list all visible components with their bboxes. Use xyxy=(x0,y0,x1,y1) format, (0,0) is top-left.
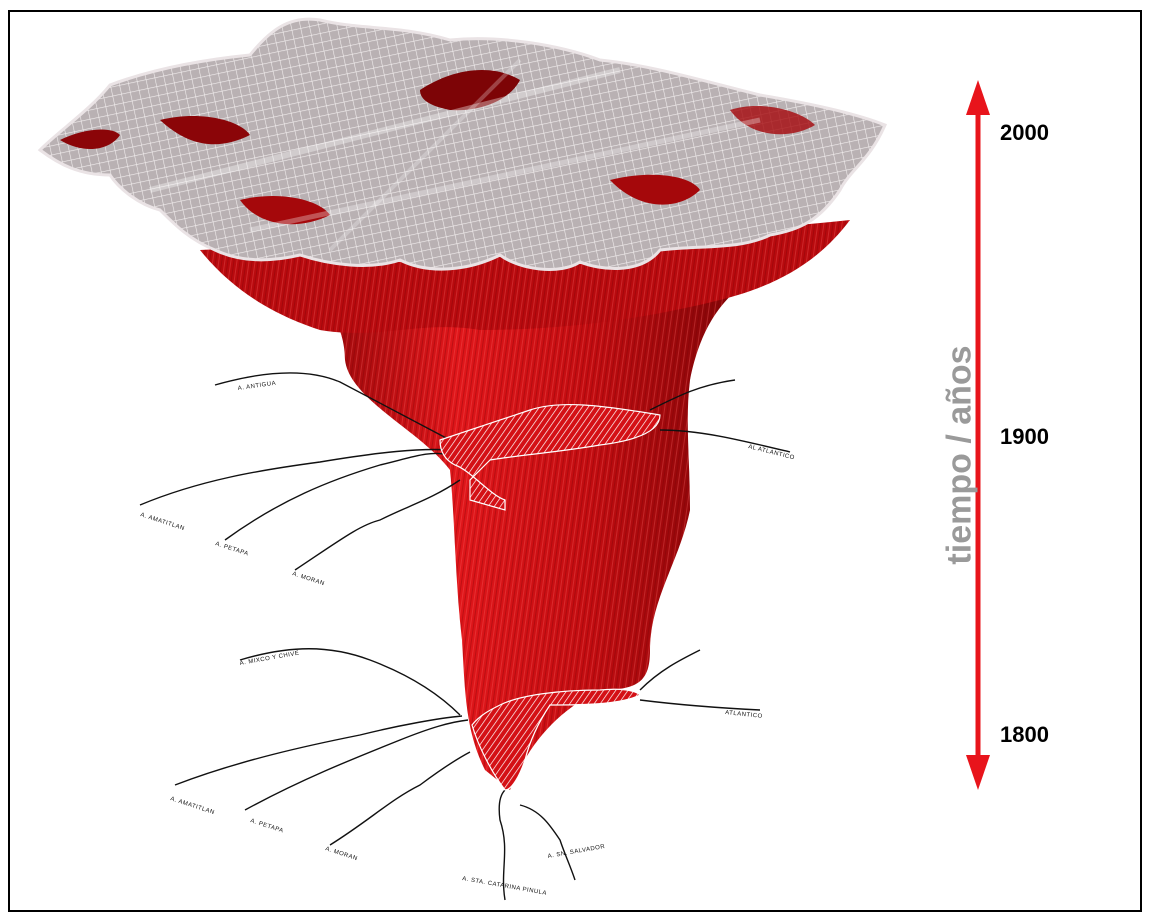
road-moran xyxy=(294,479,461,571)
arrow-head-down xyxy=(966,755,990,790)
tick-1800: 1800 xyxy=(1000,722,1049,747)
city-1900 xyxy=(439,403,661,511)
road-amatitlan xyxy=(139,448,451,506)
time-axis-arrow xyxy=(966,80,990,790)
label-amatitlan-1800: A. AMATITLAN xyxy=(169,796,215,816)
label-petapa: A. PETAPA xyxy=(214,541,249,557)
label-amatitlan: A. AMATITLAN xyxy=(139,512,185,532)
label-antigua: A. ANTIGUA xyxy=(237,381,276,392)
label-moran-1800: A. MORAN xyxy=(324,846,358,862)
arrow-head-up xyxy=(966,80,990,115)
city-1800 xyxy=(471,688,642,791)
label-petapa-1800: A. PETAPA xyxy=(249,818,284,834)
time-axis-title: tiempo / años xyxy=(940,345,979,565)
label-atlantico-1800: ATLANTICO xyxy=(725,710,763,720)
tick-1900: 1900 xyxy=(1000,424,1049,449)
label-atlantico: AL ATLANTICO xyxy=(748,444,796,461)
label-moran: A. MORAN xyxy=(291,571,325,587)
road-petapa xyxy=(224,452,449,541)
label-sn-salvador: A. SN. SALVADOR xyxy=(547,844,606,860)
road-atlantico xyxy=(659,429,791,453)
road-antigua xyxy=(214,372,451,441)
figure-frame xyxy=(8,10,1142,912)
roads-1800 xyxy=(174,648,761,901)
tick-2000: 2000 xyxy=(1000,120,1049,145)
city-footprint-2000 xyxy=(37,17,887,271)
roads-1900 xyxy=(139,372,791,571)
